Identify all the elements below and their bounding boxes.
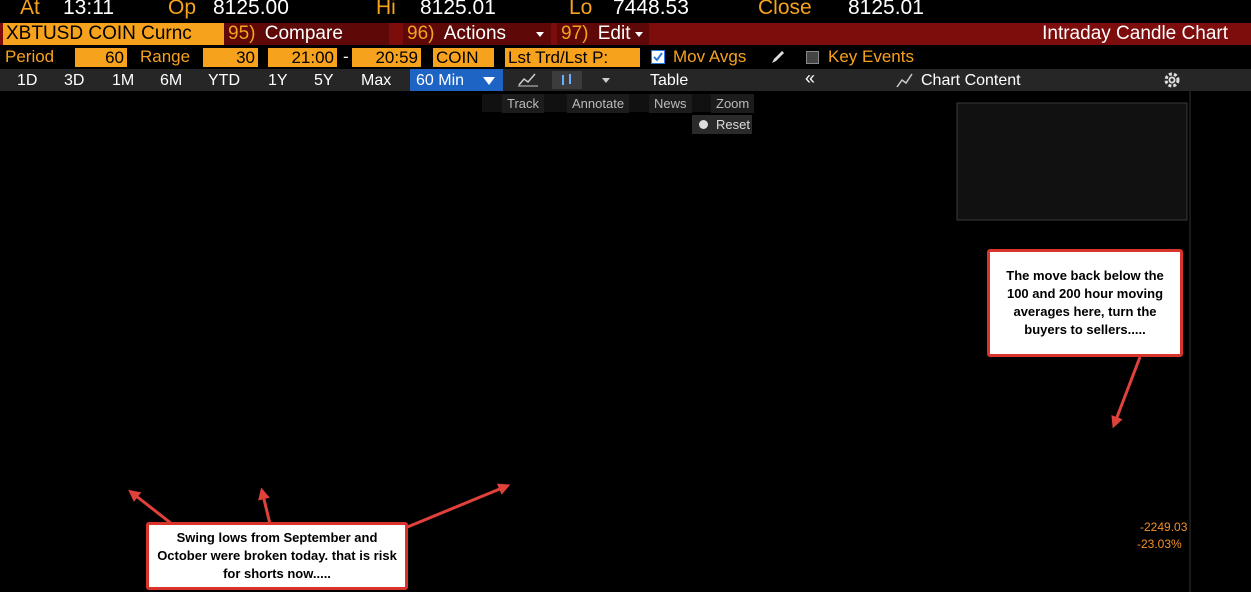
- annotation: Swing lows from September and October we…: [146, 522, 408, 590]
- range-button[interactable]: Max: [361, 72, 392, 89]
- reset-icon: [699, 120, 708, 129]
- menu-bar: XBTUSD COIN Curnc 95) Compare 96) Action…: [0, 23, 1251, 45]
- arrow: [404, 483, 511, 530]
- menu-label: Compare: [264, 23, 343, 44]
- tool-button[interactable]: Annotate: [567, 94, 630, 113]
- dropdown-caret: [635, 32, 643, 37]
- arrow: [1111, 356, 1142, 429]
- quote-value: 8125.01: [848, 0, 924, 19]
- quote-value: 7448.53: [613, 0, 689, 19]
- setting-label: Key Events: [828, 47, 914, 66]
- chart-content-icon: [896, 73, 913, 88]
- quote-label: Lo: [569, 0, 593, 19]
- reset-label: Reset: [716, 117, 750, 132]
- menu-item[interactable]: 95) Compare: [224, 23, 389, 45]
- check-icon: [653, 52, 663, 62]
- setting-label: Mov Avgs: [673, 47, 747, 66]
- pencil-icon[interactable]: [770, 49, 786, 65]
- menu-num: 96): [407, 23, 435, 44]
- setting-field[interactable]: 21:00: [268, 48, 337, 67]
- ticker-field[interactable]: XBTUSD COIN Curnc: [3, 23, 241, 45]
- quote-value: 8125.01: [420, 0, 496, 19]
- setting-field[interactable]: 30: [203, 48, 258, 67]
- chart-content-button[interactable]: Chart Content: [921, 72, 1021, 89]
- arrow: [258, 487, 272, 525]
- quote-label: Close: [758, 0, 812, 19]
- settings-gear[interactable]: [1163, 71, 1181, 89]
- menu-num: 97): [561, 23, 589, 44]
- menu-label: Actions: [443, 23, 507, 44]
- quote-value: 13:11: [63, 0, 114, 19]
- change-abs: -2249.03: [1140, 520, 1188, 534]
- annotation-arrows: [128, 356, 1142, 530]
- menu-item[interactable]: 97) Edit: [557, 23, 649, 45]
- range-button[interactable]: 1M: [112, 72, 135, 89]
- legend-box: [956, 102, 1188, 221]
- legend: [956, 102, 1188, 221]
- quote-label: Hi: [376, 0, 396, 19]
- checkbox[interactable]: [806, 51, 819, 64]
- chart-type-icons[interactable]: [516, 71, 626, 89]
- quote-label: At: [20, 0, 40, 19]
- range-button[interactable]: YTD: [208, 72, 240, 89]
- range-button[interactable]: 1D: [17, 72, 38, 89]
- change-pct: -23.03%: [1137, 537, 1182, 551]
- setting-label: Period: [5, 47, 55, 66]
- setting-label: Range: [140, 47, 191, 66]
- setting-field[interactable]: COIN: [433, 48, 494, 67]
- setting-field[interactable]: 20:59: [352, 48, 421, 67]
- setting-separator: -: [343, 47, 349, 66]
- annotation: The move back below the 100 and 200 hour…: [987, 249, 1183, 357]
- quote-bar: At 13:11 Op 8125.00 Hi 8125.01 Lo 7448.5…: [0, 0, 1251, 22]
- tool-button[interactable]: Track: [502, 94, 545, 113]
- settings-bar: Period 60 Range 30 21:00 - 20:59 COIN Ls…: [0, 46, 1251, 68]
- range-button[interactable]: 5Y: [314, 72, 334, 89]
- interval-dropdown[interactable]: 60 Min: [410, 69, 503, 91]
- range-button[interactable]: 3D: [64, 72, 85, 89]
- dropdown-caret: [536, 32, 544, 37]
- menu-label: Edit: [597, 23, 631, 44]
- table-button[interactable]: Table: [650, 72, 689, 89]
- quote-value: 8125.00: [213, 0, 289, 19]
- setting-field[interactable]: 60: [75, 48, 127, 67]
- tool-button[interactable]: News: [649, 94, 692, 113]
- checkbox-checked[interactable]: [651, 50, 665, 64]
- dropdown-caret: [483, 77, 495, 85]
- window-title: Intraday Candle Chart: [1042, 23, 1228, 44]
- arrow: [128, 489, 173, 526]
- menu-num: 95): [228, 23, 256, 44]
- tool-button[interactable]: Zoom: [711, 94, 755, 113]
- reset-button[interactable]: Reset: [692, 115, 752, 134]
- range-button[interactable]: 1Y: [268, 72, 288, 89]
- range-button[interactable]: 6M: [160, 72, 183, 89]
- interval-label: 60 Min: [416, 72, 465, 89]
- collapse-button[interactable]: «: [805, 68, 816, 88]
- menu-item[interactable]: 96) Actions: [403, 23, 551, 45]
- setting-field[interactable]: Lst Trd/Lst P:: [505, 48, 640, 67]
- quote-label: Op: [168, 0, 197, 19]
- toolbar: 1D 3D 1M 6M YTD 1Y 5Y Max 60 Min Table «…: [0, 69, 1251, 91]
